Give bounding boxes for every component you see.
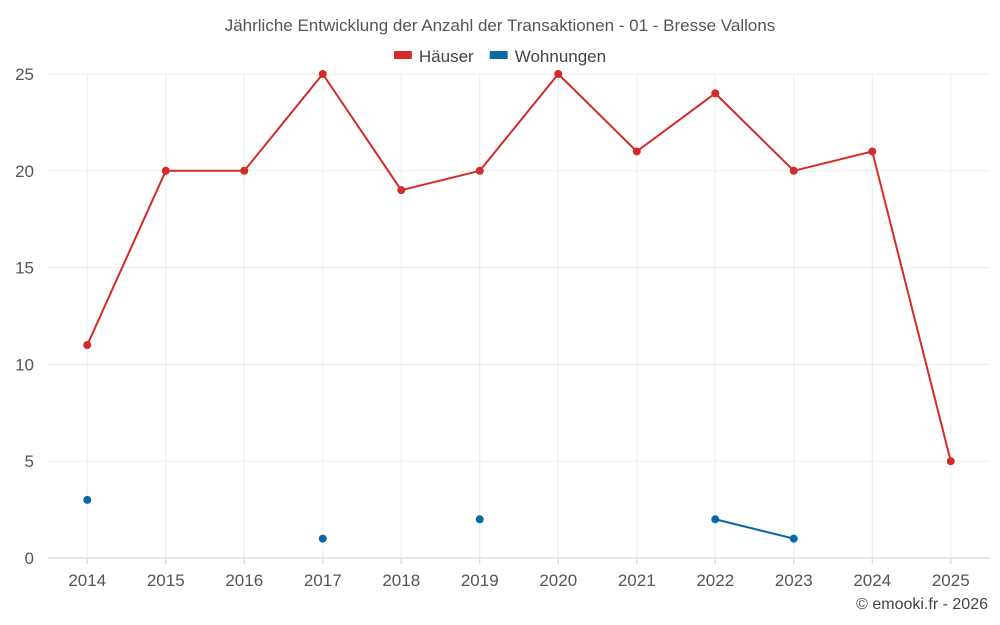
data-point[interactable] xyxy=(240,166,249,175)
chart-title: Jährliche Entwicklung der Anzahl der Tra… xyxy=(225,16,776,35)
legend-item-häuser[interactable]: Häuser xyxy=(393,47,474,66)
data-point[interactable] xyxy=(632,147,641,156)
grid xyxy=(48,73,990,559)
y-tick-label: 0 xyxy=(25,549,34,568)
series-line-segment xyxy=(714,92,795,172)
legend-item-wohnungen[interactable]: Wohnungen xyxy=(489,47,606,66)
data-point[interactable] xyxy=(318,70,327,78)
x-tick-label: 2015 xyxy=(147,571,185,590)
credit-text: © emooki.fr - 2026 xyxy=(856,596,988,613)
legend-label: Häuser xyxy=(419,47,474,66)
data-point[interactable] xyxy=(789,534,798,543)
x-tick-label: 2023 xyxy=(775,571,813,590)
x-tick-label: 2017 xyxy=(304,571,342,590)
data-point[interactable] xyxy=(946,457,955,466)
series-line-segment xyxy=(714,518,795,540)
y-tick-label: 5 xyxy=(25,452,34,471)
x-tick-label: 2018 xyxy=(382,571,420,590)
y-axis: 0 5 10 15 20 25 xyxy=(15,65,34,568)
data-point[interactable] xyxy=(475,515,484,524)
x-tick-label: 2022 xyxy=(696,571,734,590)
data-point[interactable] xyxy=(83,495,92,504)
y-tick-label: 20 xyxy=(15,162,34,181)
series-line-segment xyxy=(321,73,403,192)
data-point[interactable] xyxy=(711,89,720,98)
data-point[interactable] xyxy=(789,166,798,175)
series-line-segment xyxy=(400,169,481,192)
legend: Häuser Wohnungen xyxy=(393,47,606,66)
data-point[interactable] xyxy=(161,166,170,175)
data-point[interactable] xyxy=(711,515,720,524)
legend-swatch xyxy=(393,51,412,59)
series-line-segment xyxy=(871,150,952,463)
data-point[interactable] xyxy=(318,534,327,543)
y-tick-label: 15 xyxy=(15,259,34,278)
x-tick-label: 2020 xyxy=(539,571,577,590)
series-line-segment xyxy=(792,150,874,172)
series-line-segment xyxy=(243,73,324,172)
series-häuser xyxy=(83,70,955,466)
series-wohnungen xyxy=(83,495,798,543)
x-tick-label: 2014 xyxy=(68,571,106,590)
x-tick-label: 2021 xyxy=(618,571,656,590)
legend-swatch xyxy=(489,51,508,59)
x-axis: 2014 2015 2016 2017 2018 2019 2020 2021 2022 2023… xyxy=(68,558,970,590)
series-line-segment xyxy=(86,169,167,347)
data-point[interactable] xyxy=(554,70,563,78)
legend-label: Wohnungen xyxy=(515,47,606,66)
y-tick-label: 25 xyxy=(15,65,34,84)
series-line-segment xyxy=(557,73,638,153)
data-point[interactable] xyxy=(397,186,406,195)
series-line-segment xyxy=(478,73,560,172)
series-line-segment xyxy=(635,92,717,153)
x-tick-label: 2024 xyxy=(853,571,891,590)
data-point[interactable] xyxy=(475,166,484,175)
x-tick-label: 2016 xyxy=(225,571,263,590)
data-point[interactable] xyxy=(868,147,877,156)
series-layer xyxy=(83,70,955,543)
x-tick-label: 2025 xyxy=(932,571,970,590)
x-tick-label: 2019 xyxy=(461,571,499,590)
y-tick-label: 10 xyxy=(15,355,34,374)
data-point[interactable] xyxy=(83,341,92,350)
